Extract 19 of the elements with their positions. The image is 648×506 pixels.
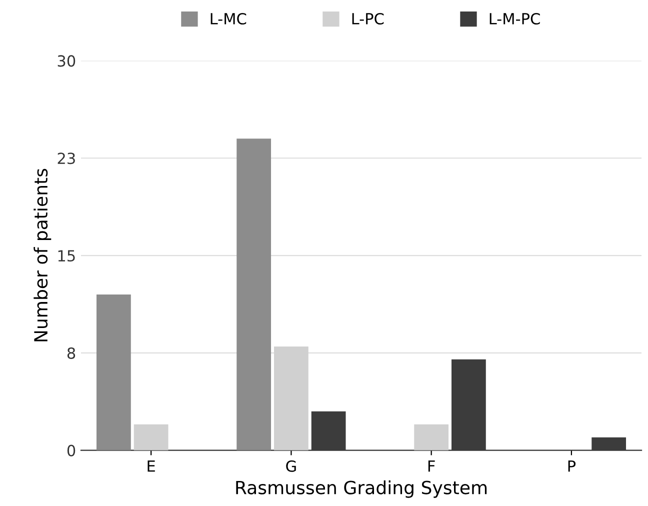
x-axis-title: Rasmussen Grading System <box>236 480 487 498</box>
y-tick-label: 8 <box>67 347 76 359</box>
x-tick-label: F <box>428 460 435 472</box>
y-tick-label: 30 <box>58 55 76 67</box>
y-axis-title: Number of patients <box>34 168 52 342</box>
bar <box>134 424 168 450</box>
legend-label: L-MC <box>210 12 246 25</box>
bar <box>96 294 131 450</box>
bar <box>274 346 308 450</box>
x-tick-label: P <box>568 460 576 472</box>
y-tick-label: 0 <box>67 444 76 456</box>
legend-label: L-M-PC <box>490 12 540 25</box>
legend-label: L-PC <box>352 12 384 25</box>
bar <box>236 138 272 450</box>
bar <box>414 424 449 450</box>
x-tick-label: G <box>286 460 296 472</box>
y-tick-label: 23 <box>58 152 75 164</box>
x-tick-label: E <box>148 460 155 472</box>
y-tick-label: 15 <box>58 250 75 262</box>
